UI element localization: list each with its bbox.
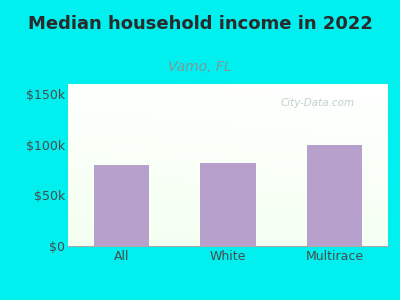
Bar [200, 163, 256, 246]
Text: Vamo, FL: Vamo, FL [168, 60, 232, 74]
Bar [307, 145, 362, 246]
Bar [94, 165, 149, 246]
Text: Median household income in 2022: Median household income in 2022 [28, 15, 372, 33]
Text: City-Data.com: City-Data.com [280, 98, 355, 108]
